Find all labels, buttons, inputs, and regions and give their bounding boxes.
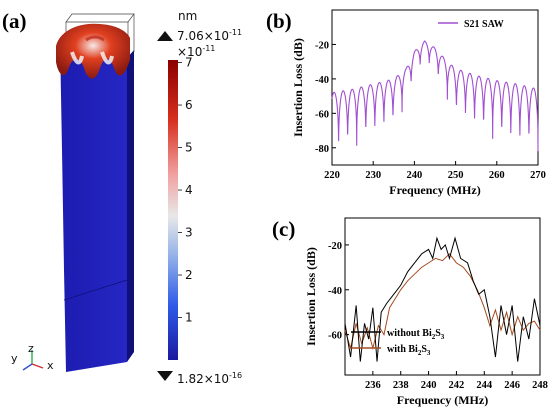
colorbar-ticks: 7 6 5 4 3 2 1 [178, 56, 193, 325]
legend-label-with: with Bi2S3 [387, 344, 431, 357]
panel-label-b: (b) [266, 9, 292, 33]
colorbar-tick-label: 7 [185, 56, 193, 70]
x-tick-label: 230 [365, 170, 381, 181]
chart-c: 236 238 240 242 244 246 248 -20 -40 -60 Frequency … [304, 217, 548, 407]
y-axis-title: Insertion Loss (dB) [291, 38, 305, 137]
x-tick-label: 236 [365, 380, 381, 391]
plot-frame [331, 9, 539, 166]
fem-model [56, 13, 135, 372]
x-axis-title: Frequency (MHz) [397, 393, 488, 407]
legend-label-without: without Bi2S3 [387, 328, 445, 341]
plot-frame [344, 217, 541, 376]
y-tick-label: -60 [328, 331, 342, 342]
y-tick-label: -40 [328, 286, 342, 297]
x-tick-label: 238 [393, 380, 409, 391]
series-line-with-bi2s3 [344, 253, 541, 351]
axis-triad: z y x [11, 342, 54, 372]
panel-label-c: (c) [272, 217, 295, 241]
x-tick-label: 246 [504, 380, 520, 391]
x-tick-label: 248 [532, 380, 548, 391]
colorbar-max: 7.06×10-11 [177, 28, 242, 43]
triad-x-label: x [47, 359, 54, 372]
colorbar-unit: nm [178, 9, 197, 23]
colorbar-tick-label: 3 [185, 226, 193, 240]
series-line-without-bi2s3 [344, 236, 541, 362]
triad-z-label: z [28, 342, 34, 355]
x-tick-label: 270 [530, 170, 546, 181]
colorbar: nm 7.06×10-11 ×10-11 7 6 5 4 3 2 1 1.82×10-16 [157, 9, 242, 386]
x-tick-label: 244 [476, 380, 493, 391]
y-axis-title: Insertion Loss (dB) [304, 247, 318, 346]
colorbar-tick-label: 2 [185, 268, 193, 282]
x-tick-label: 220 [324, 170, 340, 181]
y-tick-label: -40 [315, 75, 329, 86]
x-tick-label: 240 [407, 170, 423, 181]
x-tick-label: 260 [489, 170, 505, 181]
x-tick-label: 250 [448, 170, 464, 181]
y-tick-label: -80 [315, 144, 329, 155]
colorbar-gradient [168, 60, 178, 360]
chart-b: 220 230 240 250 260 270 -20 -40 -60 -80 Frequency … [291, 9, 546, 197]
series-line-s21-saw [331, 40, 539, 152]
legend-label-s21-saw: S21 SAW [464, 19, 504, 30]
colorbar-tick-label: 5 [185, 141, 193, 155]
max-triangle-icon [157, 31, 173, 41]
colorbar-scale: ×10-11 [177, 44, 215, 59]
y-tick-label: -20 [328, 241, 342, 252]
x-axis-title: Frequency (MHz) [389, 183, 480, 197]
panel-label-a: (a) [2, 9, 27, 33]
y-tick-label: -20 [315, 40, 329, 51]
triad-y-label: y [11, 352, 18, 365]
colorbar-tick-label: 4 [185, 183, 193, 197]
x-tick-label: 240 [421, 380, 437, 391]
colorbar-tick-label: 6 [185, 98, 193, 112]
x-tick-label: 242 [449, 380, 465, 391]
colorbar-tick-label: 1 [185, 311, 193, 325]
colorbar-min: 1.82×10-16 [177, 371, 242, 386]
y-tick-label: -60 [315, 109, 329, 120]
min-triangle-icon [157, 371, 173, 381]
